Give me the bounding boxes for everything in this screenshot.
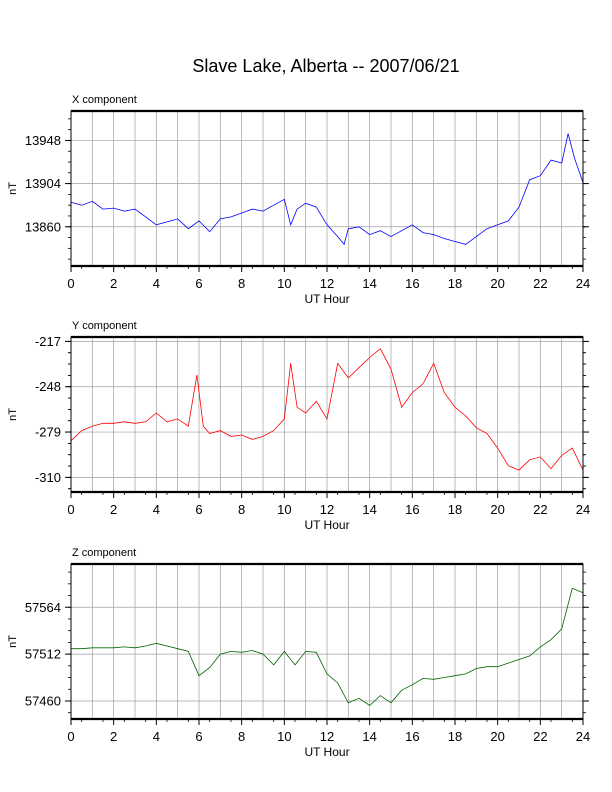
panel-1-x-tick-label: 4	[153, 276, 160, 291]
panel-3-x-tick-label: 20	[490, 729, 504, 744]
panel-2-title: Y component	[72, 320, 137, 332]
panel-2-x-tick-label: 2	[110, 502, 117, 517]
panel-1-x-tick-label: 0	[67, 276, 74, 291]
panel-1-x-tick-label: 18	[448, 276, 462, 291]
panel-3-title: Z component	[72, 547, 136, 559]
panel-2-x-tick-label: 4	[153, 502, 160, 517]
panel-2-x-tick-label: 24	[576, 502, 590, 517]
panel-1-x-tick-label: 8	[238, 276, 245, 291]
panel-2-x-tick-label: 20	[490, 502, 504, 517]
panel-1-series-line	[70, 133, 584, 246]
panel-2-x-tick-label: 6	[195, 502, 202, 517]
panel-2-y-axis-label: nT	[7, 408, 19, 421]
panel-3-x-tick-label: 14	[362, 729, 376, 744]
panel-2-x-tick-label: 8	[238, 502, 245, 517]
panel-3-y-tick-label: 57460	[25, 693, 61, 708]
panel-1-x-tick-label: 6	[195, 276, 202, 291]
panel-2-y-tick-label: -248	[35, 379, 61, 394]
panel-1-x-tick-label: 14	[362, 276, 376, 291]
panel-2-y-tick-label: -310	[35, 470, 61, 485]
panel-3-x-tick-label: 22	[533, 729, 547, 744]
panel-3-x-tick-label: 4	[153, 729, 160, 744]
panel-1-x-tick-label: 10	[277, 276, 291, 291]
panel-3-y-tick-label: 57512	[25, 647, 61, 662]
panel-3-x-tick-label: 18	[448, 729, 462, 744]
panel-3-x-tick-label: 6	[195, 729, 202, 744]
panel-2-x-tick-label: 14	[362, 502, 376, 517]
panel-2-x-axis-label: UT Hour	[304, 518, 349, 532]
panel-2-x-tick-label: 22	[533, 502, 547, 517]
panel-1-x-tick-label: 24	[576, 276, 590, 291]
panel-1-x-tick-label: 12	[320, 276, 334, 291]
panel-3-x-tick-label: 16	[405, 729, 419, 744]
panel-1-title: X component	[72, 94, 137, 106]
panel-3-x-tick-label: 24	[576, 729, 590, 744]
panel-3-series-line	[71, 587, 584, 707]
panel-2-x-tick-label: 10	[277, 502, 291, 517]
panel-3-x-tick-label: 12	[320, 729, 334, 744]
panel-2-y-tick-label: -217	[35, 334, 61, 349]
panel-3-x-tick-label: 2	[110, 729, 117, 744]
panel-2-y-tick-label: -279	[35, 425, 61, 440]
panel-3-y-axis-label: nT	[7, 635, 19, 648]
panel-1-y-axis-label: nT	[7, 182, 19, 195]
panel-2-x-tick-label: 16	[405, 502, 419, 517]
panel-1-x-tick-label: 20	[490, 276, 504, 291]
panel-3-x-tick-label: 0	[67, 729, 74, 744]
panel-1-y-tick-label: 13948	[25, 133, 61, 148]
panel-2-x-tick-label: 0	[67, 502, 74, 517]
panel-1-y-tick-label: 13860	[25, 219, 61, 234]
panel-1-x-tick-label: 16	[405, 276, 419, 291]
panel-3-x-tick-label: 10	[277, 729, 291, 744]
panel-2-series-line	[70, 348, 584, 471]
panel-3-x-tick-label: 8	[238, 729, 245, 744]
panel-1-x-axis-label: UT Hour	[304, 292, 349, 306]
panel-3-y-tick-label: 57564	[25, 600, 61, 615]
panel-1-x-tick-label: 2	[110, 276, 117, 291]
panel-1-y-tick-label: 13904	[25, 176, 61, 191]
panel-3-x-axis-label: UT Hour	[304, 745, 349, 759]
panel-2-x-tick-label: 18	[448, 502, 462, 517]
panel-1-x-tick-label: 22	[533, 276, 547, 291]
panel-2-x-tick-label: 12	[320, 502, 334, 517]
page-title: Slave Lake, Alberta -- 2007/06/21	[192, 56, 460, 76]
